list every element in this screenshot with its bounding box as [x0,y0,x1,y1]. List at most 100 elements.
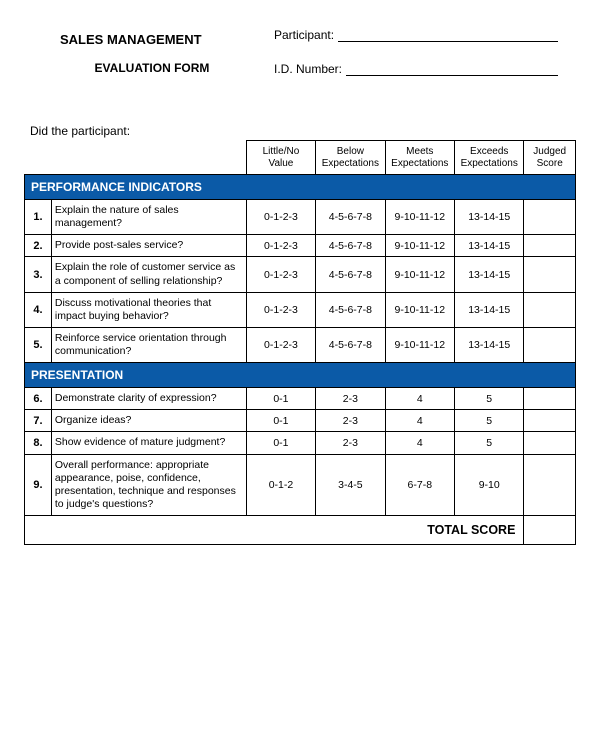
judged-score-cell[interactable] [524,410,576,432]
score-cell[interactable]: 4 [385,388,454,410]
row-number: 9. [25,454,52,516]
column-header-meets-expectations: MeetsExpectations [385,141,454,175]
score-cell[interactable]: 9-10 [455,454,524,516]
header-right: Participant: I.D. Number: [274,28,576,96]
score-cell[interactable]: 0-1 [246,388,315,410]
score-cell[interactable]: 9-10-11-12 [385,327,454,362]
judged-score-cell[interactable] [524,432,576,454]
score-cell[interactable]: 0-1-2-3 [246,235,315,257]
section-header-performance: PERFORMANCE INDICATORS [25,175,576,200]
row-number: 6. [25,388,52,410]
score-cell[interactable]: 0-1-2-3 [246,200,315,235]
score-cell[interactable]: 3-4-5 [316,454,385,516]
row-item: Reinforce service orientation through co… [51,327,246,362]
score-cell[interactable]: 13-14-15 [455,257,524,292]
header-left: SALES MANAGEMENT EVALUATION FORM [24,28,254,96]
table-row: 7. Organize ideas? 0-1 2-3 4 5 [25,410,576,432]
table-row: 6. Demonstrate clarity of expression? 0-… [25,388,576,410]
score-cell[interactable]: 2-3 [316,388,385,410]
score-cell[interactable]: 9-10-11-12 [385,235,454,257]
form-title-main: SALES MANAGEMENT [60,28,254,47]
total-score-cell[interactable] [524,516,576,545]
judged-score-cell[interactable] [524,292,576,327]
table-row: 5. Reinforce service orientation through… [25,327,576,362]
judged-score-cell[interactable] [524,257,576,292]
column-header-exceeds-expectations: ExceedsExpectations [455,141,524,175]
row-item: Show evidence of mature judgment? [51,432,246,454]
id-number-label: I.D. Number: [274,62,342,76]
row-number: 2. [25,235,52,257]
total-score-row: TOTAL SCORE [25,516,576,545]
row-item: Discuss motivational theories that impac… [51,292,246,327]
table-row: 2. Provide post-sales service? 0-1-2-3 4… [25,235,576,257]
score-cell[interactable]: 13-14-15 [455,200,524,235]
row-number: 3. [25,257,52,292]
score-cell[interactable]: 13-14-15 [455,292,524,327]
row-number: 8. [25,432,52,454]
score-cell[interactable]: 2-3 [316,410,385,432]
row-number: 1. [25,200,52,235]
id-number-input-line[interactable] [346,62,558,76]
score-cell[interactable]: 0-1-2-3 [246,327,315,362]
row-item: Overall performance: appropriate appeara… [51,454,246,516]
score-cell[interactable]: 13-14-15 [455,327,524,362]
header-corner [25,141,247,175]
table-row: 8. Show evidence of mature judgment? 0-1… [25,432,576,454]
column-header-below-expectations: BelowExpectations [316,141,385,175]
score-cell[interactable]: 5 [455,388,524,410]
row-number: 7. [25,410,52,432]
row-number: 4. [25,292,52,327]
row-item: Organize ideas? [51,410,246,432]
score-cell[interactable]: 4-5-6-7-8 [316,292,385,327]
table-row: 4. Discuss motivational theories that im… [25,292,576,327]
score-cell[interactable]: 2-3 [316,432,385,454]
table-body: PERFORMANCE INDICATORS 1. Explain the na… [25,175,576,545]
score-cell[interactable]: 4-5-6-7-8 [316,235,385,257]
participant-input-line[interactable] [338,28,558,42]
score-cell[interactable]: 9-10-11-12 [385,200,454,235]
score-cell[interactable]: 5 [455,410,524,432]
column-header-little-no-value: Little/NoValue [246,141,315,175]
score-cell[interactable]: 13-14-15 [455,235,524,257]
judged-score-cell[interactable] [524,327,576,362]
score-cell[interactable]: 9-10-11-12 [385,257,454,292]
participant-field: Participant: [274,28,558,42]
row-number: 5. [25,327,52,362]
column-header-row: Little/NoValue BelowExpectations MeetsEx… [25,141,576,175]
judged-score-cell[interactable] [524,454,576,516]
form-header: SALES MANAGEMENT EVALUATION FORM Partici… [24,28,576,96]
table-row: 3. Explain the role of customer service … [25,257,576,292]
score-cell[interactable]: 0-1 [246,410,315,432]
total-score-label: TOTAL SCORE [25,516,524,545]
row-item: Explain the role of customer service as … [51,257,246,292]
score-cell[interactable]: 4 [385,410,454,432]
section-title-performance: PERFORMANCE INDICATORS [25,175,576,200]
prompt-text: Did the participant: [30,124,576,138]
row-item: Explain the nature of sales management? [51,200,246,235]
column-header-judged-score: JudgedScore [524,141,576,175]
participant-label: Participant: [274,28,334,42]
evaluation-table: Little/NoValue BelowExpectations MeetsEx… [24,140,576,545]
score-cell[interactable]: 0-1 [246,432,315,454]
table-row: 9. Overall performance: appropriate appe… [25,454,576,516]
score-cell[interactable]: 4-5-6-7-8 [316,257,385,292]
score-cell[interactable]: 4-5-6-7-8 [316,200,385,235]
score-cell[interactable]: 0-1-2 [246,454,315,516]
score-cell[interactable]: 0-1-2-3 [246,292,315,327]
section-header-presentation: PRESENTATION [25,363,576,388]
score-cell[interactable]: 6-7-8 [385,454,454,516]
score-cell[interactable]: 4-5-6-7-8 [316,327,385,362]
judged-score-cell[interactable] [524,235,576,257]
form-title-sub: EVALUATION FORM [50,61,254,75]
score-cell[interactable]: 0-1-2-3 [246,257,315,292]
score-cell[interactable]: 5 [455,432,524,454]
score-cell[interactable]: 4 [385,432,454,454]
judged-score-cell[interactable] [524,388,576,410]
judged-score-cell[interactable] [524,200,576,235]
section-title-presentation: PRESENTATION [25,363,576,388]
score-cell[interactable]: 9-10-11-12 [385,292,454,327]
id-number-field: I.D. Number: [274,62,558,76]
row-item: Demonstrate clarity of expression? [51,388,246,410]
row-item: Provide post-sales service? [51,235,246,257]
table-row: 1. Explain the nature of sales managemen… [25,200,576,235]
